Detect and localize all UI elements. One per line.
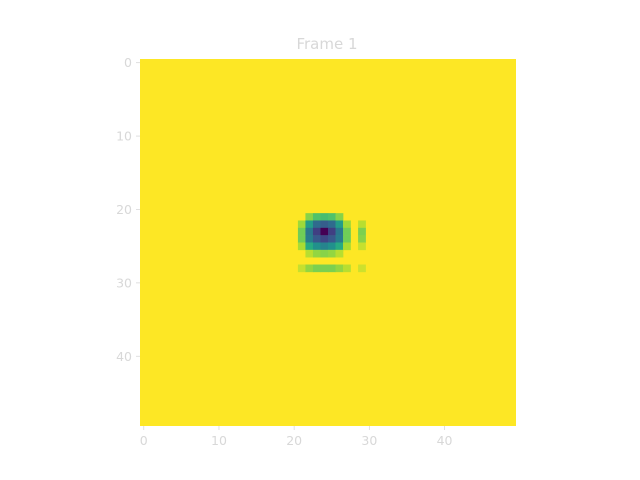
- heatmap-cell: [297, 242, 306, 251]
- heatmap-cell: [358, 227, 366, 236]
- heatmap-cell: [343, 242, 351, 251]
- heatmap-cell: [328, 235, 336, 243]
- heatmap-cell: [312, 227, 321, 236]
- x-tick-label: 10: [211, 433, 227, 448]
- y-axis: 0 10 20 30 40: [116, 55, 140, 364]
- y-tick-label: 30: [116, 275, 132, 290]
- heatmap-cell: [328, 227, 336, 236]
- heatmap-cell: [312, 235, 321, 243]
- heatmap-cell: [297, 235, 306, 243]
- y-tick-label: 20: [116, 202, 132, 217]
- heatmap-cell: [343, 220, 351, 229]
- heatmap-cell: [335, 242, 344, 251]
- heatmap-cell: [320, 242, 329, 251]
- x-tick-label: 40: [437, 433, 453, 448]
- chart-title: Frame 1: [296, 35, 357, 53]
- heatmap-cell: [328, 264, 336, 273]
- heatmap-cell: [328, 249, 336, 258]
- heatmap-cell: [312, 264, 321, 273]
- heatmap-cell: [320, 249, 329, 258]
- heatmap-cell: [335, 213, 344, 221]
- heatmap-cell: [297, 220, 306, 229]
- heatmap-cell: [335, 264, 344, 273]
- heatmap-cell: [305, 249, 314, 258]
- heatmap-cell: [312, 249, 321, 258]
- heatmap-cell: [358, 264, 366, 273]
- heatmap-cell: [320, 220, 329, 229]
- x-tick-label: 30: [361, 433, 377, 448]
- heatmap-cell: [335, 227, 344, 236]
- heatmap-cell: [312, 220, 321, 229]
- heatmap-cell: [305, 242, 314, 251]
- x-axis: 0 10 20 30 40: [140, 426, 453, 448]
- heatmap-cell: [297, 227, 306, 236]
- heatmap-cell: [320, 235, 329, 243]
- y-tick-label: 40: [116, 349, 132, 364]
- heatmap-cell: [328, 220, 336, 229]
- heatmap-cell: [305, 213, 314, 221]
- heatmap-cell: [312, 213, 321, 221]
- heatmap-cell: [320, 227, 329, 236]
- heatmap-cell: [358, 235, 366, 243]
- heatmap-cell: [328, 242, 336, 251]
- heatmap-cell: [358, 220, 366, 229]
- heatmap-cell: [335, 220, 344, 229]
- heatmap-cell: [328, 213, 336, 221]
- heatmap-cell: [320, 264, 329, 273]
- heatmap-cell: [358, 242, 366, 251]
- heatmap-cells: [297, 213, 366, 273]
- y-tick-label: 10: [116, 129, 132, 144]
- x-tick-label: 0: [140, 433, 148, 448]
- y-tick-label: 0: [124, 55, 132, 70]
- heatmap-cell: [297, 264, 306, 273]
- heatmap-cell: [343, 264, 351, 273]
- heatmap-cell: [305, 220, 314, 229]
- heatmap-cell: [312, 242, 321, 251]
- heatmap-cell: [305, 264, 314, 273]
- heatmap-cell: [320, 213, 329, 221]
- heatmap-cell: [343, 227, 351, 236]
- heatmap-cell: [305, 227, 314, 236]
- heatmap-cell: [335, 249, 344, 258]
- heatmap-cell: [305, 235, 314, 243]
- x-tick-label: 20: [286, 433, 302, 448]
- heatmap-plot-area: [140, 59, 516, 426]
- heatmap-cell: [335, 235, 344, 243]
- heatmap-cell: [343, 235, 351, 243]
